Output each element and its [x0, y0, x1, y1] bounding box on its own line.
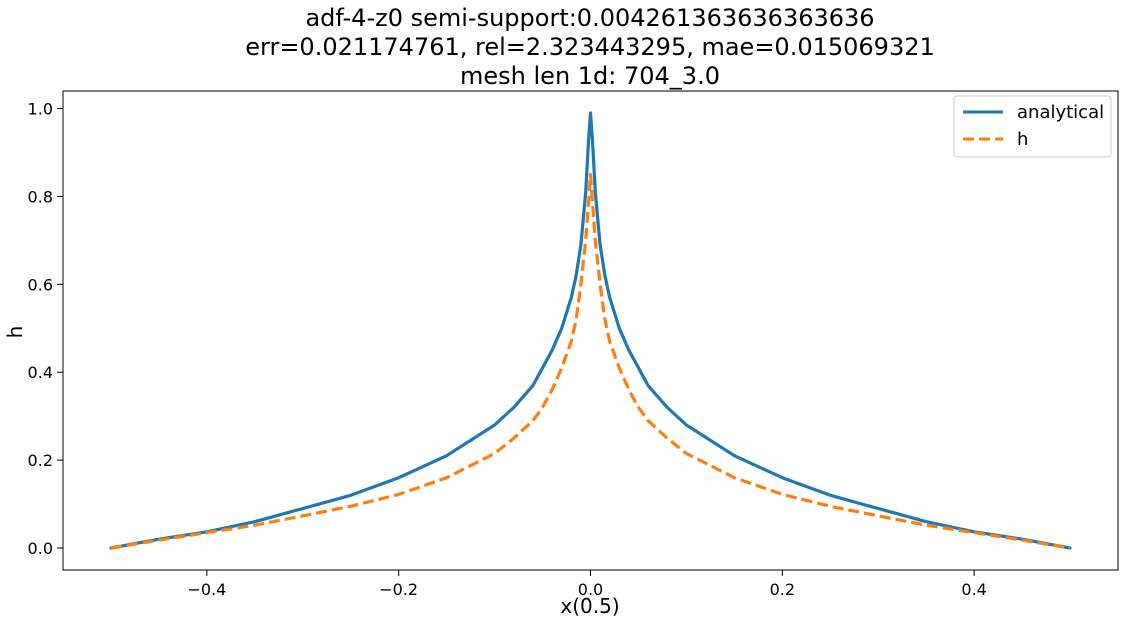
x-tick-label: 0.2	[770, 580, 795, 599]
legend-label-analytical: analytical	[1017, 102, 1104, 123]
y-tick-label: 1.0	[28, 100, 53, 119]
x-axis-ticks: −0.4 −0.2 0.0 0.2 0.4	[187, 570, 987, 599]
x-axis-label: x(0.5)	[560, 594, 619, 618]
x-tick-label: −0.4	[187, 580, 226, 599]
y-tick-label: 0.8	[28, 187, 53, 206]
chart-title-line-3: mesh len 1d: 704_3.0	[460, 62, 720, 90]
y-tick-label: 0.0	[28, 539, 53, 558]
series-line-analytical	[109, 111, 1072, 550]
legend-label-h: h	[1017, 129, 1028, 150]
y-tick-label: 0.2	[28, 451, 53, 470]
chart-legend: analytical h	[953, 95, 1112, 158]
y-tick-label: 0.6	[28, 275, 53, 294]
x-tick-label: 0.4	[961, 580, 986, 599]
plot-area	[62, 90, 1119, 571]
y-axis-label: h	[3, 326, 27, 339]
series-line-h	[110, 172, 1071, 550]
y-axis-ticks: 0.0 0.2 0.4 0.6 0.8 1.0	[28, 100, 63, 558]
chart-title-line-1: adf-4-z0 semi-support:0.0042613636363636…	[305, 4, 874, 32]
x-tick-label: 0.0	[578, 580, 603, 599]
chart-title-line-2: err=0.021174761, rel=2.323443295, mae=0.…	[245, 33, 935, 61]
x-tick-label: −0.2	[379, 580, 418, 599]
series-lines	[109, 111, 1072, 550]
y-tick-label: 0.4	[28, 363, 53, 382]
